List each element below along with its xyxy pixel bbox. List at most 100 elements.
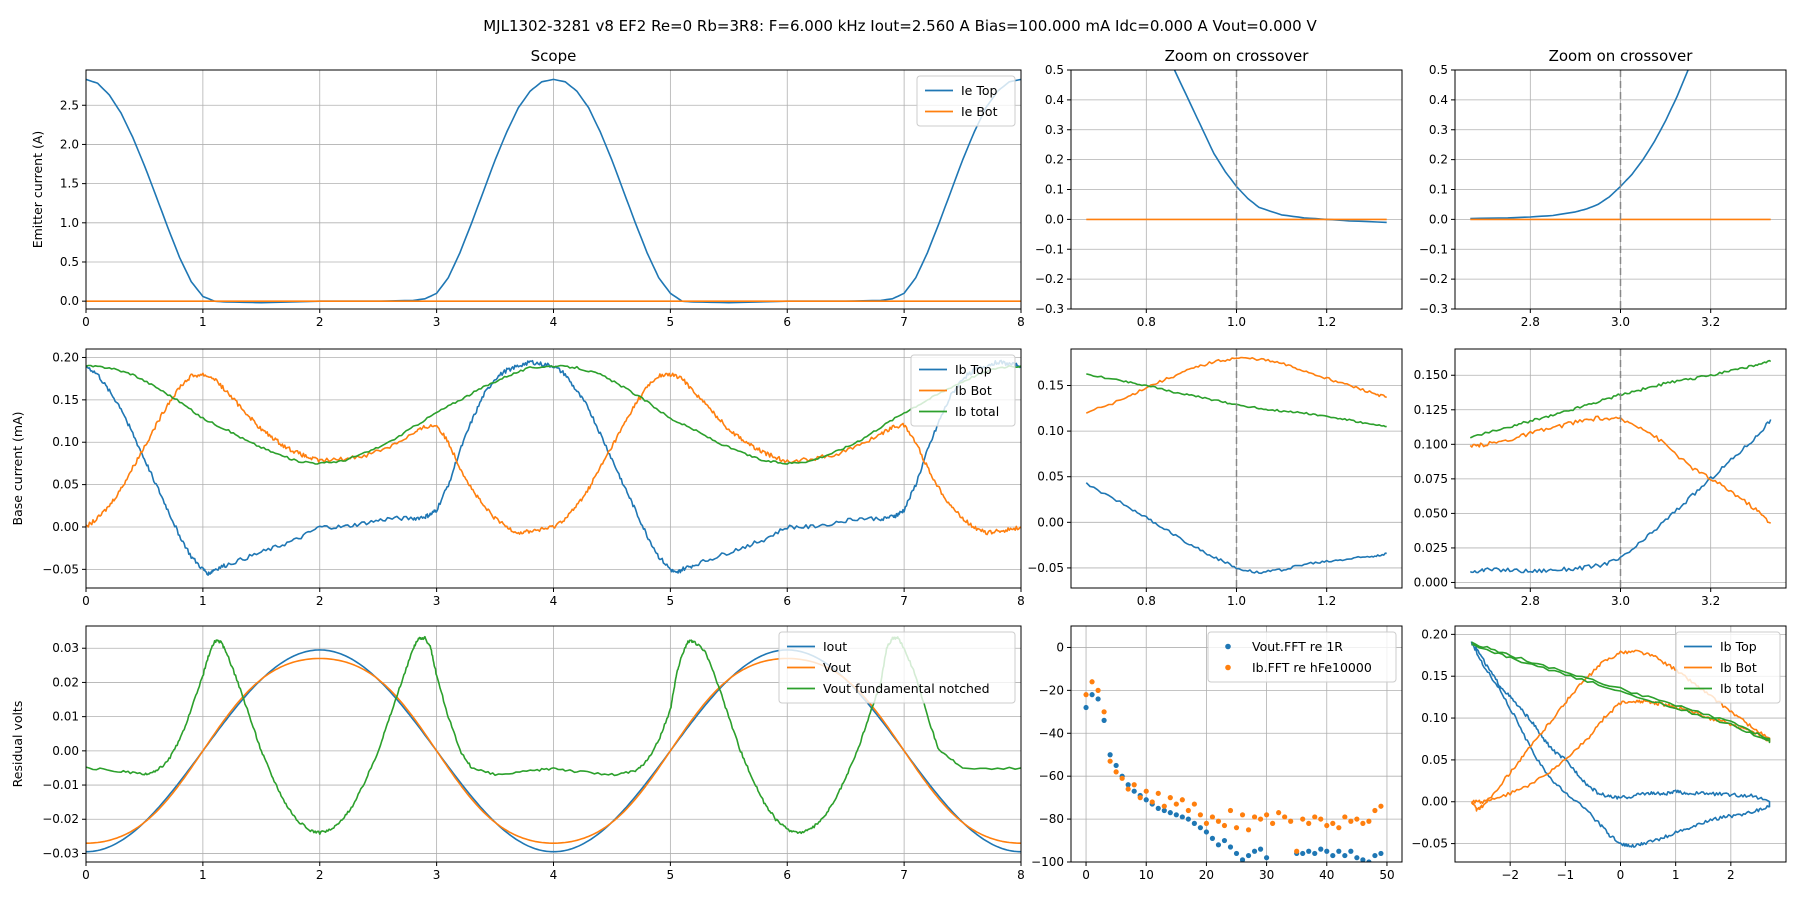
chart-p32-xtick-label: 30 [1259,868,1274,882]
chart-p32-xtick-label: 20 [1199,868,1214,882]
chart-p32-series-ib-fft-re-hfe10000-point [1167,795,1173,801]
chart-p11-legend-label: Ie Bot [961,104,998,119]
chart-p21-xtick-label: 1 [199,594,207,608]
chart-p32-series-vout-fft-re-1r-point [1155,805,1161,811]
chart-p32-series-ib-fft-re-hfe10000-point [1263,812,1270,818]
chart-p22-ytick-label: 0.05 [1037,470,1064,484]
chart-p31-series-vout-fundamental-notched [86,635,1021,835]
chart-p32-series-ib-fft-re-hfe10000-point [1197,812,1203,818]
chart-p32-series-ib-fft-re-hfe10000-point [1227,807,1234,814]
chart-p22-series-ib-bot [1085,356,1387,414]
chart-p32-series-ib-fft-re-hfe10000-point [1137,795,1143,801]
chart-p22-ytick-label: 0.00 [1037,515,1064,529]
chart-p32-series-vout-fft-re-1r-point [1215,842,1222,848]
chart-p32-ytick-label: −40 [1039,726,1064,740]
chart-p32-series-vout-fft-re-1r-point [1378,850,1384,857]
chart-p22-ytick-label: −0.05 [1027,561,1064,575]
chart-p23-ytick-label: 0.100 [1414,437,1448,451]
chart-p33-legend-label: Ib Bot [1720,660,1757,675]
chart-p33-xtick-label: 1 [1672,868,1680,882]
chart-p13-ytick-label: 0.4 [1429,93,1448,107]
chart-p11-xtick-label: 2 [316,315,324,329]
chart-p23-ytick-label: 0.075 [1414,472,1448,486]
chart-p21-legend-label: Ib Bot [955,383,992,398]
chart-p21-xtick-label: 3 [433,594,441,608]
chart-p32-series-ib-fft-re-hfe10000-point [1215,818,1222,824]
chart-p11-xtick-label: 8 [1017,315,1025,329]
chart-p32-series-ib-fft-re-hfe10000-point [1318,816,1324,822]
chart-p13-xtick-label: 2.8 [1521,315,1540,329]
chart-p12-ytick-label: 0.1 [1045,183,1064,197]
chart-p32-series-vout-fft-re-1r-point [1257,846,1264,852]
chart-p33-series-ib-top [1470,641,1771,848]
chart-p23-xtick-label: 2.8 [1521,594,1540,608]
chart-p11-xtick-label: 6 [783,315,791,329]
chart-p31-xtick-label: 4 [550,868,558,882]
chart-p32-ytick-label: −20 [1039,683,1064,697]
chart-p32-series-ib-fft-re-hfe10000-point [1119,775,1125,781]
chart-p32-series-vout-fft-re-1r-point [1131,788,1137,794]
chart-p23-ytick-label: 0.025 [1414,541,1448,555]
chart-p32-ytick-label: −60 [1039,769,1064,783]
chart-p22-xtick-label: 0.8 [1137,594,1156,608]
chart-p13-ytick-label: −0.3 [1419,302,1448,316]
chart-p21-ytick-label: 0.20 [52,350,79,364]
chart-p11-xtick-label: 0 [82,315,90,329]
chart-p32-series-ib-fft-re-hfe10000-point [1324,822,1330,829]
chart-p21-ytick-label: 0.10 [52,435,79,449]
chart-p31-legend-box [778,631,1016,704]
chart-p21-xtick-label: 2 [316,594,324,608]
chart-p33-ytick-label: 0.20 [1421,627,1448,641]
chart-p32-series-ib-fft-re-hfe10000-point [1306,820,1312,826]
chart-p11-xtick-label: 4 [550,315,558,329]
chart-p12-ytick-label: 0.2 [1045,153,1064,167]
chart-p32-series-ib-fft-re-hfe10000-point [1257,816,1264,822]
chart-p11-ytick-label: 0.5 [60,255,79,269]
chart-p11-legend-label: Ie Top [961,83,998,98]
chart-p21-legend-label: Ib total [955,404,999,419]
chart-p21-xtick-label: 0 [82,594,90,608]
chart-p32-series-vout-fft-re-1r-point [1233,850,1240,857]
chart-p32-legend-marker [1225,643,1231,650]
chart-p33-ytick-label: 0.00 [1421,795,1448,809]
chart-p33-ytick-label: 0.05 [1421,753,1448,767]
chart-p21-xtick-label: 4 [550,594,558,608]
chart-p32-series-ib-fft-re-hfe10000-point [1288,818,1294,824]
chart-p22-series-ib-top [1085,482,1387,575]
chart-p32-series-vout-fft-re-1r-point [1263,855,1270,861]
chart-p32-series-ib-fft-re-hfe10000-point [1270,820,1276,826]
chart-p32-series-ib-fft-re-hfe10000-point [1245,827,1252,833]
chart-p11-xtick-label: 1 [199,315,207,329]
chart-p32-series-vout-fft-re-1r-point [1312,850,1318,857]
chart-p33-ytick-label: −0.05 [1411,837,1448,851]
chart-p32-series-ib-fft-re-hfe10000-point [1354,816,1360,822]
chart-p13-ytick-label: 0.1 [1429,183,1448,197]
chart-p22-xtick-label: 1.0 [1227,594,1246,608]
chart-p12: 0.8 1.0 1.2 −0.3 −0.2 −0.1 0.0 0.1 0.2 0.3 0.4 0.5 Z… [1035,47,1403,329]
chart-p13: 2.8 3.0 3.2 −0.3 −0.2 −0.1 0.0 0.1 0.2 0.3 0.4 0.5 Z… [1419,47,1787,329]
chart-p32-series-vout-fft-re-1r-point [1161,807,1167,814]
chart-p31-ytick-label: 0.02 [52,675,79,689]
chart-p32-series-vout-fft-re-1r-point [1125,782,1131,788]
chart-p32-series-vout-fft-re-1r-point [1348,848,1354,854]
chart-p32-series-ib-fft-re-hfe10000-point [1221,822,1228,829]
chart-p32-legend-box [1207,631,1397,683]
chart-p32-series-vout-fft-re-1r-point [1089,692,1095,698]
chart-p11: 0 1 2 3 4 5 6 7 8 0.0 0.5 1.0 1.5 2.0 2.5 Scope Emitter … [30,47,1025,329]
chart-p23-xtick-label: 3.2 [1701,594,1720,608]
chart-p22-series-ib-total [1086,373,1387,428]
chart-p33-ytick-label: 0.15 [1421,669,1448,683]
chart-p32-series-vout-fft-re-1r-point [1354,855,1360,861]
chart-p32-series-ib-fft-re-hfe10000-point [1161,803,1167,809]
chart-p12-ytick-label: 0.5 [1045,63,1064,77]
chart-p32-series-vout-fft-re-1r-point [1239,857,1246,862]
chart-p11-ytick-label: 1.5 [60,177,79,191]
chart-p11-legend-box [916,75,1016,127]
chart-p23-ytick-label: 0.050 [1414,506,1448,520]
chart-p32-series-ib-fft-re-hfe10000-point [1143,788,1149,794]
chart-p12-ytick-label: −0.2 [1035,272,1064,286]
chart-p13-ytick-label: −0.2 [1419,272,1448,286]
chart-p32-ytick-label: −100 [1031,855,1064,869]
chart-p32-series-vout-fft-re-1r-point [1167,810,1173,816]
